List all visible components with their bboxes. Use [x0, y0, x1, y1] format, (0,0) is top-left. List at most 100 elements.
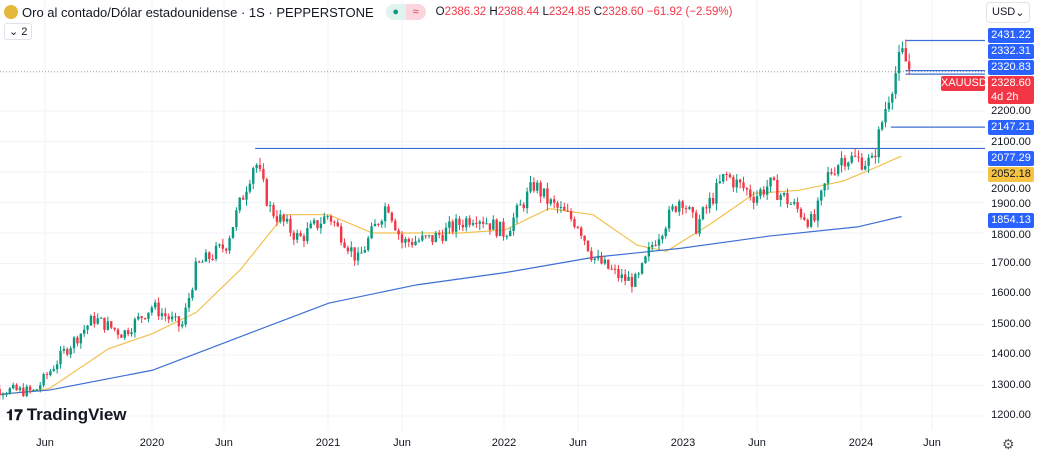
candle-body — [880, 122, 884, 130]
candle-body — [400, 234, 404, 243]
settings-gear-icon[interactable]: ⚙ — [1002, 436, 1015, 452]
candle-body — [623, 274, 627, 281]
candle-body — [563, 206, 566, 211]
candle-body — [225, 248, 228, 251]
candle-body — [272, 205, 275, 217]
candle-body — [782, 192, 786, 195]
candle-body — [860, 157, 864, 170]
candle-body — [417, 240, 421, 242]
candle-body — [103, 317, 106, 330]
candle-body — [556, 202, 559, 208]
candle-body — [32, 389, 35, 391]
currency-select[interactable]: USD ⌄ — [986, 2, 1030, 23]
candle-body — [603, 259, 607, 264]
candle-body — [275, 216, 279, 222]
candle-body — [167, 316, 170, 320]
candle-body — [414, 241, 417, 246]
candle-body — [806, 219, 809, 227]
candle-body — [228, 238, 231, 251]
candle-body — [904, 48, 908, 62]
candle-body — [870, 155, 874, 158]
candle-body — [373, 223, 377, 227]
candle-body — [820, 190, 823, 201]
candle-body — [79, 333, 83, 344]
candle-body — [850, 155, 853, 163]
y-tick-label: 2200.00 — [991, 105, 1031, 117]
candle-body — [634, 274, 637, 287]
candle-body — [123, 330, 126, 338]
candle-body — [130, 332, 133, 335]
candle-body — [221, 244, 225, 249]
level-price-label: 2320.83 — [988, 60, 1034, 75]
candle-body — [353, 247, 356, 261]
y-tick-label: 1300.00 — [991, 378, 1031, 391]
candle-body — [55, 364, 59, 370]
last-price-label: 2328.60 — [991, 77, 1031, 89]
candle-body — [427, 235, 431, 237]
candle-body — [66, 349, 69, 355]
candle-body — [49, 371, 52, 376]
candle-body — [864, 165, 867, 170]
candle-body — [255, 164, 258, 169]
candle-body — [150, 307, 154, 313]
candle-body — [241, 197, 245, 200]
candle-body — [769, 177, 772, 187]
candle-body — [28, 386, 32, 391]
candle-body — [799, 208, 803, 218]
candle-body — [674, 206, 678, 212]
candle-body — [262, 168, 265, 180]
candle-body — [630, 276, 634, 287]
x-tick-label: Jun — [393, 437, 411, 449]
candle-body — [901, 48, 904, 53]
candle-body — [664, 228, 667, 236]
candle-body — [356, 252, 360, 261]
candle-body — [218, 244, 221, 246]
candle-body — [360, 252, 363, 254]
ma-slow-label: 1854.13 — [988, 213, 1034, 228]
candle-body — [133, 319, 137, 333]
ma-slow-line — [0, 215, 902, 395]
symbol-title[interactable]: Oro al contado/Dólar estadounidense · 1S… — [22, 4, 374, 20]
candle-body — [877, 129, 880, 158]
candle-body — [509, 230, 512, 237]
candle-body — [468, 218, 471, 225]
indicators-collapse-button[interactable]: ⌄ 2 — [4, 23, 33, 40]
candle-body — [495, 219, 498, 236]
candle-body — [434, 232, 438, 243]
y-tick-label: 2000.00 — [991, 183, 1031, 195]
candle-body — [279, 214, 282, 222]
candle-body — [471, 223, 475, 225]
tradingview-logo[interactable]: 𝟏𝟕 TradingView — [6, 405, 127, 425]
candle-body — [96, 318, 99, 324]
candle-body — [475, 223, 478, 225]
candle-body — [742, 182, 745, 189]
candle-body — [59, 350, 62, 365]
candle-body — [170, 316, 174, 320]
market-open-icon[interactable]: ● — [385, 4, 406, 20]
candle-body — [718, 181, 722, 183]
candle-body — [610, 268, 613, 270]
bar-countdown: 4d 2h — [991, 91, 1019, 103]
candle-body — [816, 200, 820, 221]
candle-body — [174, 316, 177, 318]
gold-coin-icon — [4, 5, 18, 19]
candle-body — [755, 196, 759, 203]
candle-body — [512, 217, 515, 231]
candle-body — [708, 197, 711, 209]
candle-body — [0, 388, 1, 396]
candle-body — [52, 369, 55, 372]
candle-body — [157, 302, 160, 317]
y-tick-label: 1700.00 — [991, 256, 1031, 269]
candle-body — [387, 206, 390, 213]
candle-body — [505, 236, 509, 238]
x-tick-label: 2023 — [670, 437, 696, 449]
candle-body — [333, 221, 336, 223]
candle-body — [461, 225, 465, 228]
candle-body — [789, 203, 793, 205]
candle-body — [147, 312, 150, 319]
x-tick-label: Jun — [923, 437, 941, 449]
candle-body — [840, 158, 843, 166]
candle-body — [143, 318, 147, 320]
wave-icon[interactable]: ≈ — [405, 4, 426, 20]
